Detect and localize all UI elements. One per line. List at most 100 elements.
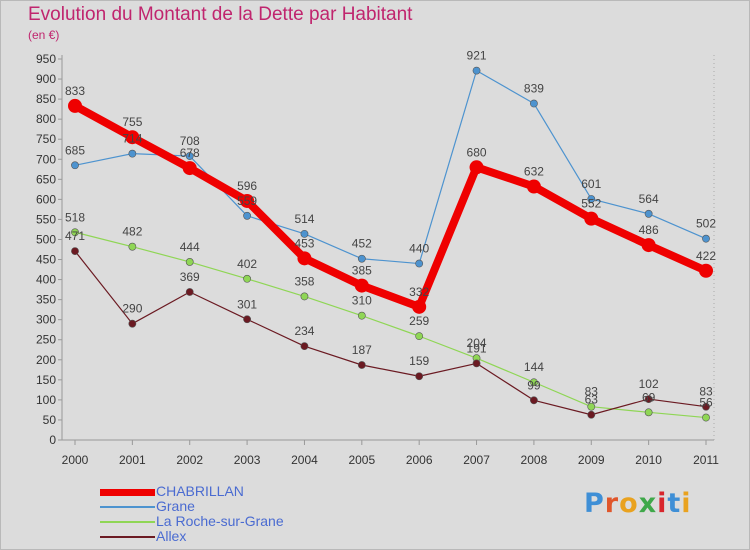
data-label: 310: [352, 294, 372, 308]
y-tick-label: 250: [36, 333, 56, 347]
data-label: 191: [467, 341, 487, 355]
data-point: [644, 408, 653, 417]
data-label: 69: [642, 390, 656, 404]
y-tick-label: 450: [36, 253, 56, 267]
data-point: [243, 315, 251, 324]
data-point: [412, 299, 427, 314]
y-tick-label: 550: [36, 212, 56, 226]
data-label: 552: [581, 197, 601, 211]
data-label: 440: [409, 242, 429, 256]
data-point: [243, 211, 251, 220]
y-tick-label: 900: [36, 72, 56, 86]
data-point: [71, 161, 79, 170]
y-tick-label: 850: [36, 92, 56, 106]
data-point: [71, 247, 79, 256]
data-point: [472, 359, 481, 368]
x-tick-label: 2006: [406, 453, 433, 467]
x-tick-label: 2007: [463, 453, 490, 467]
series-line-chabrillan: [71, 101, 710, 311]
y-tick-label: 700: [36, 152, 56, 166]
x-tick-label: 2010: [635, 453, 662, 467]
data-label: 358: [294, 274, 314, 288]
data-label: 259: [409, 314, 429, 328]
data-point: [354, 278, 369, 293]
data-label: 714: [122, 132, 142, 146]
data-point: [472, 66, 481, 75]
data-label: 514: [294, 212, 314, 226]
y-tick-label: 750: [36, 132, 56, 146]
data-label: 102: [639, 377, 659, 391]
data-point: [702, 402, 710, 411]
series-layer: [68, 66, 713, 422]
data-label: 385: [352, 264, 372, 278]
data-point: [699, 263, 713, 278]
data-label: 564: [639, 192, 659, 206]
data-label: 56: [699, 396, 713, 410]
proxiti-logo: Proxiti: [584, 488, 694, 524]
data-label: 685: [65, 143, 85, 157]
data-label: 290: [122, 302, 142, 316]
data-label: 471: [65, 229, 85, 243]
data-point: [182, 161, 197, 176]
series-line-la-roche-sur-grane: [74, 231, 707, 419]
data-point: [128, 319, 137, 328]
data-label: 63: [585, 393, 599, 407]
data-label: 83: [585, 385, 599, 399]
data-point: [297, 251, 312, 266]
legend-swatch-grane: [100, 506, 155, 508]
logo-letter: o: [619, 488, 639, 519]
data-label: 839: [524, 82, 544, 96]
series-la-roche-sur-grane: [71, 228, 710, 422]
data-point: [125, 130, 140, 145]
legend-swatch-allex: [100, 536, 155, 538]
data-label: 518: [65, 210, 85, 224]
data-label: 332: [409, 285, 429, 299]
data-label: 144: [524, 360, 544, 374]
data-label: 369: [180, 270, 200, 284]
data-label: 486: [639, 223, 659, 237]
data-label: 502: [696, 217, 716, 231]
legend-label: CHABRILLAN: [156, 483, 244, 499]
data-label: 187: [352, 343, 372, 357]
data-label: 422: [696, 249, 716, 263]
data-label: 482: [122, 225, 142, 239]
data-label: 452: [352, 237, 372, 251]
data-label: 444: [180, 240, 200, 254]
data-point: [530, 396, 538, 405]
data-label: 708: [180, 134, 200, 148]
legend-swatch-chabrillan: [100, 489, 155, 496]
data-label: 83: [699, 385, 713, 399]
data-point: [644, 395, 653, 403]
x-tick-label: 2002: [176, 453, 203, 467]
data-label: 596: [237, 179, 257, 193]
data-point: [300, 292, 309, 301]
data-point: [185, 152, 194, 160]
y-tick-label: 300: [36, 313, 56, 327]
series-line-allex: [74, 250, 707, 416]
data-point: [185, 288, 194, 296]
y-tick-label: 50: [43, 413, 57, 427]
legend-label: Allex: [156, 528, 187, 544]
data-point: [641, 238, 656, 253]
y-tick-label: 0: [49, 433, 56, 447]
data-point: [243, 274, 251, 283]
x-tick-label: 2000: [62, 453, 89, 467]
chart-title: Evolution du Montant de la Dette par Hab…: [28, 4, 413, 25]
x-tick-label: 2011: [693, 453, 719, 467]
data-point: [415, 332, 424, 341]
data-label: 204: [467, 336, 487, 350]
data-point: [240, 193, 255, 208]
legend-label: Grane: [156, 498, 195, 514]
y-tick-label: 650: [36, 172, 56, 186]
data-label: 159: [409, 354, 429, 368]
logo-letter: i: [681, 488, 692, 519]
data-point: [185, 258, 194, 266]
x-tick-label: 2003: [234, 453, 261, 467]
data-point: [530, 378, 538, 387]
legend-label: La Roche-sur-Grane: [156, 513, 284, 529]
series-line-grane: [74, 70, 707, 265]
data-label: 755: [122, 115, 142, 129]
data-label: 601: [581, 177, 601, 191]
data-label: 301: [237, 297, 257, 311]
